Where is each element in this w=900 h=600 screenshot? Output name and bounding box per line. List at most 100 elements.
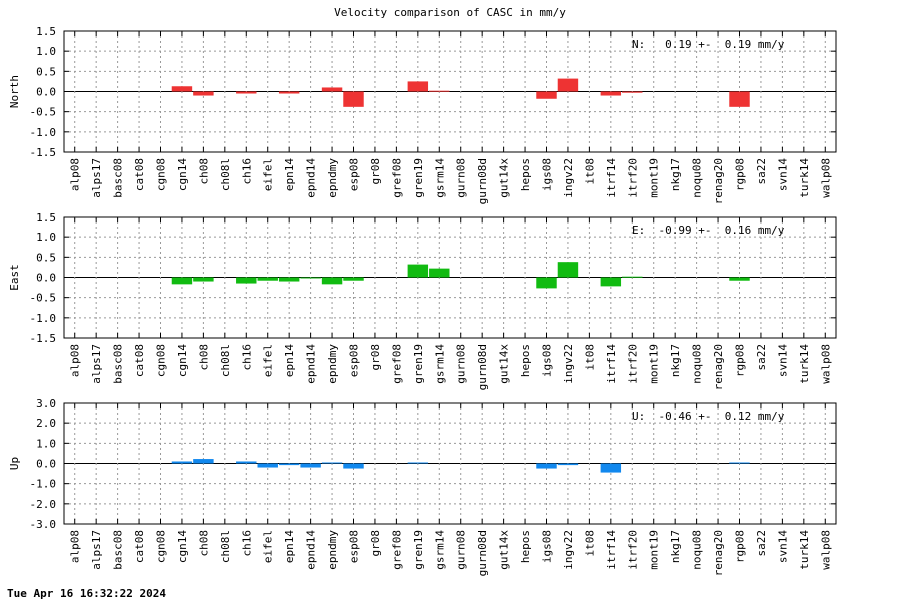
x-tick-label: cgn08 — [155, 158, 168, 191]
bar — [407, 264, 429, 278]
bar — [557, 463, 579, 466]
x-tick-label: sa22 — [755, 158, 768, 185]
x-tick-label: itrf20 — [626, 344, 639, 384]
x-tick-label: walp08 — [819, 530, 832, 570]
x-tick-label: basc08 — [112, 158, 125, 198]
x-tick-label: walp08 — [819, 344, 832, 384]
x-tick-label: rgp08 — [734, 530, 747, 563]
x-tick-label: gurn08d — [476, 344, 489, 390]
x-tick-label: nkg17 — [669, 158, 682, 191]
bar — [536, 277, 557, 289]
x-tick-label: noqu08 — [691, 344, 704, 384]
x-tick-label: mont19 — [648, 344, 661, 384]
x-tick-label: turk14 — [798, 530, 811, 570]
x-tick-label: sa22 — [755, 344, 768, 371]
bar — [236, 91, 257, 94]
y-axis-label: North — [8, 75, 21, 108]
x-tick-label: gurn08 — [455, 344, 468, 384]
x-tick-label: gr08 — [369, 530, 382, 557]
x-tick-label: gr08 — [369, 158, 382, 185]
bar — [557, 78, 579, 92]
x-tick-label: gsrm14 — [433, 530, 446, 570]
x-tick-label: renag20 — [712, 344, 725, 390]
x-tick-label: ingv22 — [562, 530, 575, 570]
bar — [343, 463, 364, 469]
x-tick-label: gut14x — [498, 344, 511, 384]
bar — [257, 277, 278, 281]
x-tick-label: epndmy — [326, 344, 339, 384]
x-tick-label: epndmy — [326, 158, 339, 198]
bar — [600, 277, 622, 287]
annotation: E: -0.99 +- 0.16 mm/y — [632, 224, 785, 237]
y-tick-label: -1.5 — [30, 332, 57, 345]
bar — [193, 277, 214, 282]
x-tick-label: hepos — [519, 344, 532, 377]
x-tick-label: ch08 — [197, 344, 210, 371]
y-tick-label: 1.0 — [36, 437, 56, 450]
bar — [257, 463, 278, 468]
x-tick-label: rgp08 — [734, 158, 747, 191]
x-tick-label: sa22 — [755, 530, 768, 557]
y-tick-label: 0.5 — [36, 65, 56, 78]
bar — [343, 91, 364, 107]
x-tick-label: nkg17 — [669, 530, 682, 563]
y-axis-label: Up — [8, 457, 21, 470]
x-tick-label: svn14 — [776, 344, 789, 377]
x-tick-label: ch08 — [197, 530, 210, 557]
x-tick-label: ch08l — [219, 344, 232, 377]
x-tick-label: itrf14 — [605, 530, 618, 570]
x-tick-label: noqu08 — [691, 158, 704, 198]
x-tick-label: ch16 — [240, 530, 253, 557]
x-tick-label: epndmy — [326, 530, 339, 570]
x-tick-label: igs08 — [541, 344, 554, 377]
x-tick-label: ch16 — [240, 344, 253, 371]
x-tick-label: basc08 — [112, 344, 125, 384]
x-tick-label: epnd14 — [305, 530, 318, 570]
y-tick-label: -1.0 — [30, 478, 57, 491]
annotation: U: -0.46 +- 0.12 mm/y — [632, 410, 785, 423]
bar — [557, 262, 579, 278]
x-tick-label: it08 — [583, 158, 596, 185]
bar — [321, 277, 343, 285]
y-tick-label: -3.0 — [30, 518, 57, 531]
x-tick-label: mont19 — [648, 158, 661, 198]
x-tick-label: gurn08d — [476, 530, 489, 576]
bar — [236, 461, 257, 464]
timestamp: Tue Apr 16 16:32:22 2024 — [7, 587, 166, 600]
y-tick-label: -1.0 — [30, 312, 57, 325]
x-tick-label: gref08 — [390, 344, 403, 384]
x-tick-label: itrf20 — [626, 530, 639, 570]
bar — [729, 462, 750, 464]
bar — [278, 463, 300, 466]
x-tick-label: cgn14 — [176, 530, 189, 563]
bar — [171, 277, 193, 285]
x-tick-label: ingv22 — [562, 158, 575, 198]
x-tick-label: ch16 — [240, 158, 253, 185]
bar — [321, 87, 343, 92]
x-tick-label: eifel — [262, 158, 275, 191]
x-tick-label: alps17 — [90, 530, 103, 570]
y-axis-label: East — [8, 264, 21, 291]
x-tick-label: gsrm14 — [433, 344, 446, 384]
y-tick-label: 1.5 — [36, 25, 56, 38]
x-tick-label: gurn08d — [476, 158, 489, 204]
x-tick-label: it08 — [583, 344, 596, 371]
x-tick-label: rgp08 — [734, 344, 747, 377]
bar — [407, 81, 429, 92]
x-tick-label: gr08 — [369, 344, 382, 371]
x-tick-label: basc08 — [112, 530, 125, 570]
y-tick-label: 0.0 — [36, 86, 56, 99]
x-tick-label: igs08 — [541, 530, 554, 563]
annotation: N: 0.19 +- 0.19 mm/y — [632, 38, 785, 51]
bar — [236, 277, 257, 284]
chart-title: Velocity comparison of CASC in mm/y — [334, 6, 566, 19]
panel-north: 1.5 1.0 0.5 0.0 -0.5 -1.0 -1.5 alp08 alps17 basc0… — [8, 25, 837, 204]
x-tick-label: gurn08 — [455, 158, 468, 198]
x-tick-label: alp08 — [69, 530, 82, 563]
x-tick-label: gren19 — [412, 530, 425, 570]
panel-east: 1.5 1.0 0.5 0.0 -0.5 -1.0 -1.5 alp08 alps17 basc0… — [8, 211, 837, 390]
x-tick-label: renag20 — [712, 530, 725, 576]
x-tick-label: svn14 — [776, 158, 789, 191]
bar — [321, 462, 343, 464]
